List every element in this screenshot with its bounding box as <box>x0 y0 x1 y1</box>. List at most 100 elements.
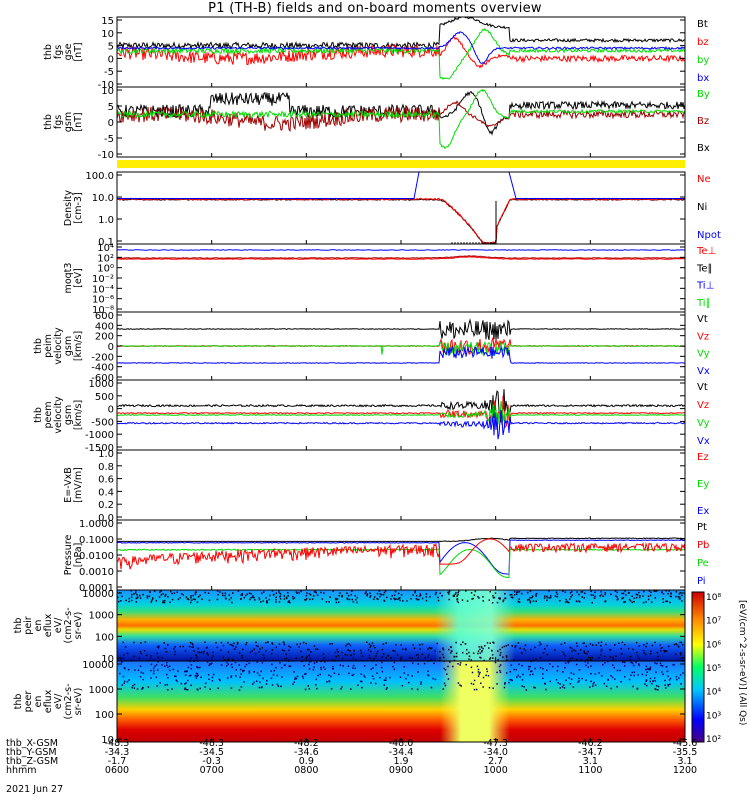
ion-noise <box>488 599 491 601</box>
ion-noise <box>584 652 587 655</box>
ion-noise <box>377 598 379 600</box>
electron-noise <box>243 669 245 672</box>
ion-noise <box>417 653 419 656</box>
ion-noise <box>266 600 268 602</box>
electron-noise <box>238 689 241 691</box>
ion-noise <box>309 657 311 660</box>
ion-noise <box>455 655 458 658</box>
ion-noise <box>265 597 267 599</box>
ion-noise <box>246 593 248 595</box>
electron-noise <box>315 661 318 663</box>
ion-noise <box>371 642 374 644</box>
electron-noise <box>168 665 171 668</box>
ion-noise <box>195 657 198 659</box>
ion-noise <box>347 649 349 651</box>
electron-noise <box>208 664 211 667</box>
ion-noise <box>249 598 251 601</box>
ion-noise <box>212 655 214 657</box>
electron-noise <box>529 670 532 673</box>
ion-noise <box>312 595 315 597</box>
ylabel-line: thb <box>33 407 44 423</box>
ion-noise <box>569 658 572 660</box>
ion-noise <box>616 591 618 594</box>
ion-noise <box>535 593 537 596</box>
ion-noise <box>220 649 222 652</box>
ytick-label: 1.0000 <box>79 519 114 530</box>
series-vt-i <box>117 318 685 341</box>
ion-noise <box>492 595 494 597</box>
electron-noise <box>333 672 336 675</box>
ion-noise <box>220 641 223 644</box>
electron-noise <box>630 661 632 664</box>
ion-noise <box>282 641 285 643</box>
electron-noise <box>381 661 383 664</box>
ion-noise <box>245 641 248 644</box>
ion-noise <box>254 599 256 601</box>
ion-noise <box>418 595 421 598</box>
electron-noise <box>275 667 277 669</box>
ion-noise <box>156 652 158 655</box>
ion-noise <box>261 592 263 595</box>
electron-noise <box>411 688 413 690</box>
ion-noise <box>548 590 550 592</box>
ion-noise <box>675 643 678 645</box>
ion-noise <box>120 600 122 602</box>
ylabel-line: peim <box>43 334 54 358</box>
ion-noise <box>450 650 453 652</box>
ion-noise <box>555 591 558 594</box>
ion-noise <box>402 648 404 651</box>
ion-noise <box>351 590 353 592</box>
ion-noise <box>638 657 641 660</box>
electron-noise <box>620 680 622 683</box>
ion-noise <box>494 592 497 594</box>
ion-noise <box>348 598 351 601</box>
ylabel-line: peer <box>23 691 34 713</box>
electron-noise <box>417 663 420 665</box>
electron-noise <box>196 689 199 691</box>
ion-noise <box>482 647 484 650</box>
electron-noise <box>482 686 484 688</box>
electron-noise <box>218 678 221 681</box>
legend-efield: Ey <box>697 479 709 490</box>
electron-noise <box>383 679 386 681</box>
ion-noise <box>505 656 508 658</box>
electron-noise <box>594 684 597 686</box>
ytick-label: 0.0001 <box>79 583 114 594</box>
electron-noise <box>679 674 682 676</box>
electron-noise <box>616 669 619 672</box>
ion-noise <box>419 593 422 595</box>
electron-noise <box>227 663 230 666</box>
electron-noise <box>122 675 125 678</box>
ion-noise <box>241 656 244 659</box>
ion-noise <box>329 596 331 598</box>
footer-value: 0900 <box>389 765 413 776</box>
electron-noise <box>276 674 279 677</box>
ion-noise <box>670 593 672 595</box>
ion-noise <box>453 659 456 662</box>
electron-noise <box>633 671 636 673</box>
ion-noise <box>300 590 302 593</box>
electron-noise <box>372 677 375 680</box>
ion-noise <box>192 594 195 597</box>
ion-noise <box>663 649 665 652</box>
ion-noise <box>302 641 305 644</box>
ion-noise <box>289 601 291 604</box>
ion-noise <box>258 651 261 653</box>
ion-noise <box>679 652 682 654</box>
ylabel-line: Pressure <box>63 535 74 576</box>
ion-noise <box>361 655 364 657</box>
ion-noise <box>576 600 578 603</box>
ion-noise <box>474 590 477 593</box>
ion-noise <box>517 642 520 644</box>
electron-noise <box>561 686 564 688</box>
electron-noise <box>123 680 126 683</box>
ion-noise <box>230 597 233 599</box>
electron-noise <box>444 669 447 671</box>
ytick-label: -5 <box>104 134 114 145</box>
ion-noise <box>189 641 192 644</box>
electron-noise <box>163 665 166 667</box>
electron-noise <box>139 676 142 678</box>
ion-noise <box>366 594 368 597</box>
electron-noise <box>185 670 187 672</box>
electron-noise <box>172 668 175 671</box>
